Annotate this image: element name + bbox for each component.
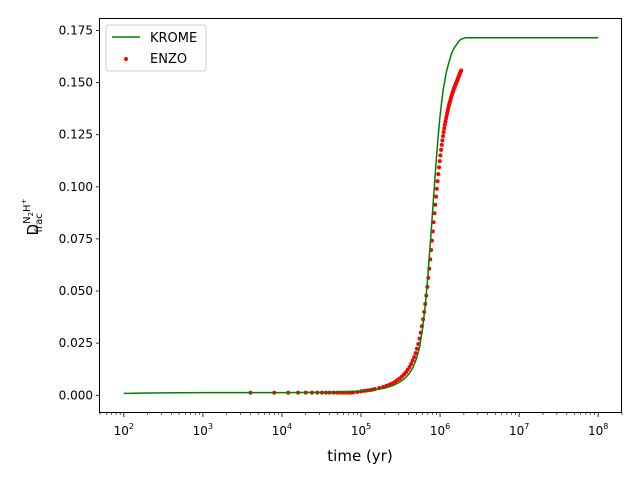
enzo-data-point xyxy=(459,68,464,73)
y-axis: 0.000 0.025 0.050 0.075 0.100 0.125 0.150 0.175 xyxy=(59,23,100,402)
enzo-data-point xyxy=(442,122,447,127)
plot-area xyxy=(123,37,599,395)
y-tick-label: 0.150 xyxy=(59,76,93,90)
enzo-data-point xyxy=(432,211,437,216)
legend-marker-enzo xyxy=(124,57,128,61)
y-tick-label: 0.125 xyxy=(59,128,93,142)
enzo-data-point xyxy=(410,358,415,363)
y-axis-label: DN2H+ frac xyxy=(20,198,45,235)
y-axis-label-plus: + xyxy=(20,198,28,204)
axes-frame xyxy=(99,18,622,413)
enzo-data-point xyxy=(431,220,436,225)
y-axis-label-super: N xyxy=(22,216,33,223)
legend: KROME ENZO xyxy=(105,24,207,72)
x-tick-label: 103 xyxy=(193,422,213,438)
y-tick-label: 0.175 xyxy=(59,23,93,37)
x-tick-label: 106 xyxy=(430,422,450,438)
enzo-data-point xyxy=(433,202,438,207)
y-tick-label: 0.000 xyxy=(59,388,93,402)
enzo-data-point xyxy=(434,194,439,199)
enzo-data-point xyxy=(441,129,446,134)
enzo-data-point xyxy=(440,138,445,143)
y-axis-label-super2: H xyxy=(22,204,33,212)
x-axis: 102 103 104 105 106 107 108 xyxy=(99,413,623,438)
enzo-data-point xyxy=(439,147,444,152)
legend-label-krome: KROME xyxy=(150,31,197,46)
x-tick-label: 104 xyxy=(272,422,292,438)
enzo-data-point xyxy=(442,126,447,131)
y-tick-label: 0.050 xyxy=(59,284,93,298)
y-tick-label: 0.025 xyxy=(59,336,93,350)
enzo-data-point xyxy=(409,362,414,367)
enzo-data-point xyxy=(412,355,417,360)
x-tick-label: 105 xyxy=(351,422,371,438)
y-axis-label-main: D xyxy=(24,224,42,236)
x-tick-label: 107 xyxy=(509,422,529,438)
y-axis-label-sub2: 2 xyxy=(27,212,35,216)
enzo-data-point xyxy=(437,159,442,164)
y-tick-label: 0.100 xyxy=(59,180,93,194)
enzo-data-point xyxy=(414,346,419,351)
enzo-data-point xyxy=(413,351,418,356)
enzo-data-point xyxy=(439,142,444,147)
y-tick-label: 0.075 xyxy=(59,232,93,246)
x-tick-label: 102 xyxy=(114,422,134,438)
svg-text:DN2H+frac: DN2H+ frac xyxy=(20,198,45,235)
enzo-data-point xyxy=(441,133,446,138)
enzo-data-point xyxy=(443,119,448,124)
enzo-data-point xyxy=(436,172,441,177)
x-tick-label: 108 xyxy=(588,422,608,438)
legend-label-enzo: ENZO xyxy=(150,52,187,67)
enzo-data-point xyxy=(437,165,442,170)
enzo-data-point xyxy=(407,365,412,370)
y-axis-label-sub: frac xyxy=(34,213,45,232)
enzo-data-point xyxy=(434,186,439,191)
krome-series-line xyxy=(123,37,599,395)
x-axis-label: time (yr) xyxy=(327,447,392,465)
enzo-data-point xyxy=(435,179,440,184)
enzo-data-point xyxy=(438,153,443,158)
